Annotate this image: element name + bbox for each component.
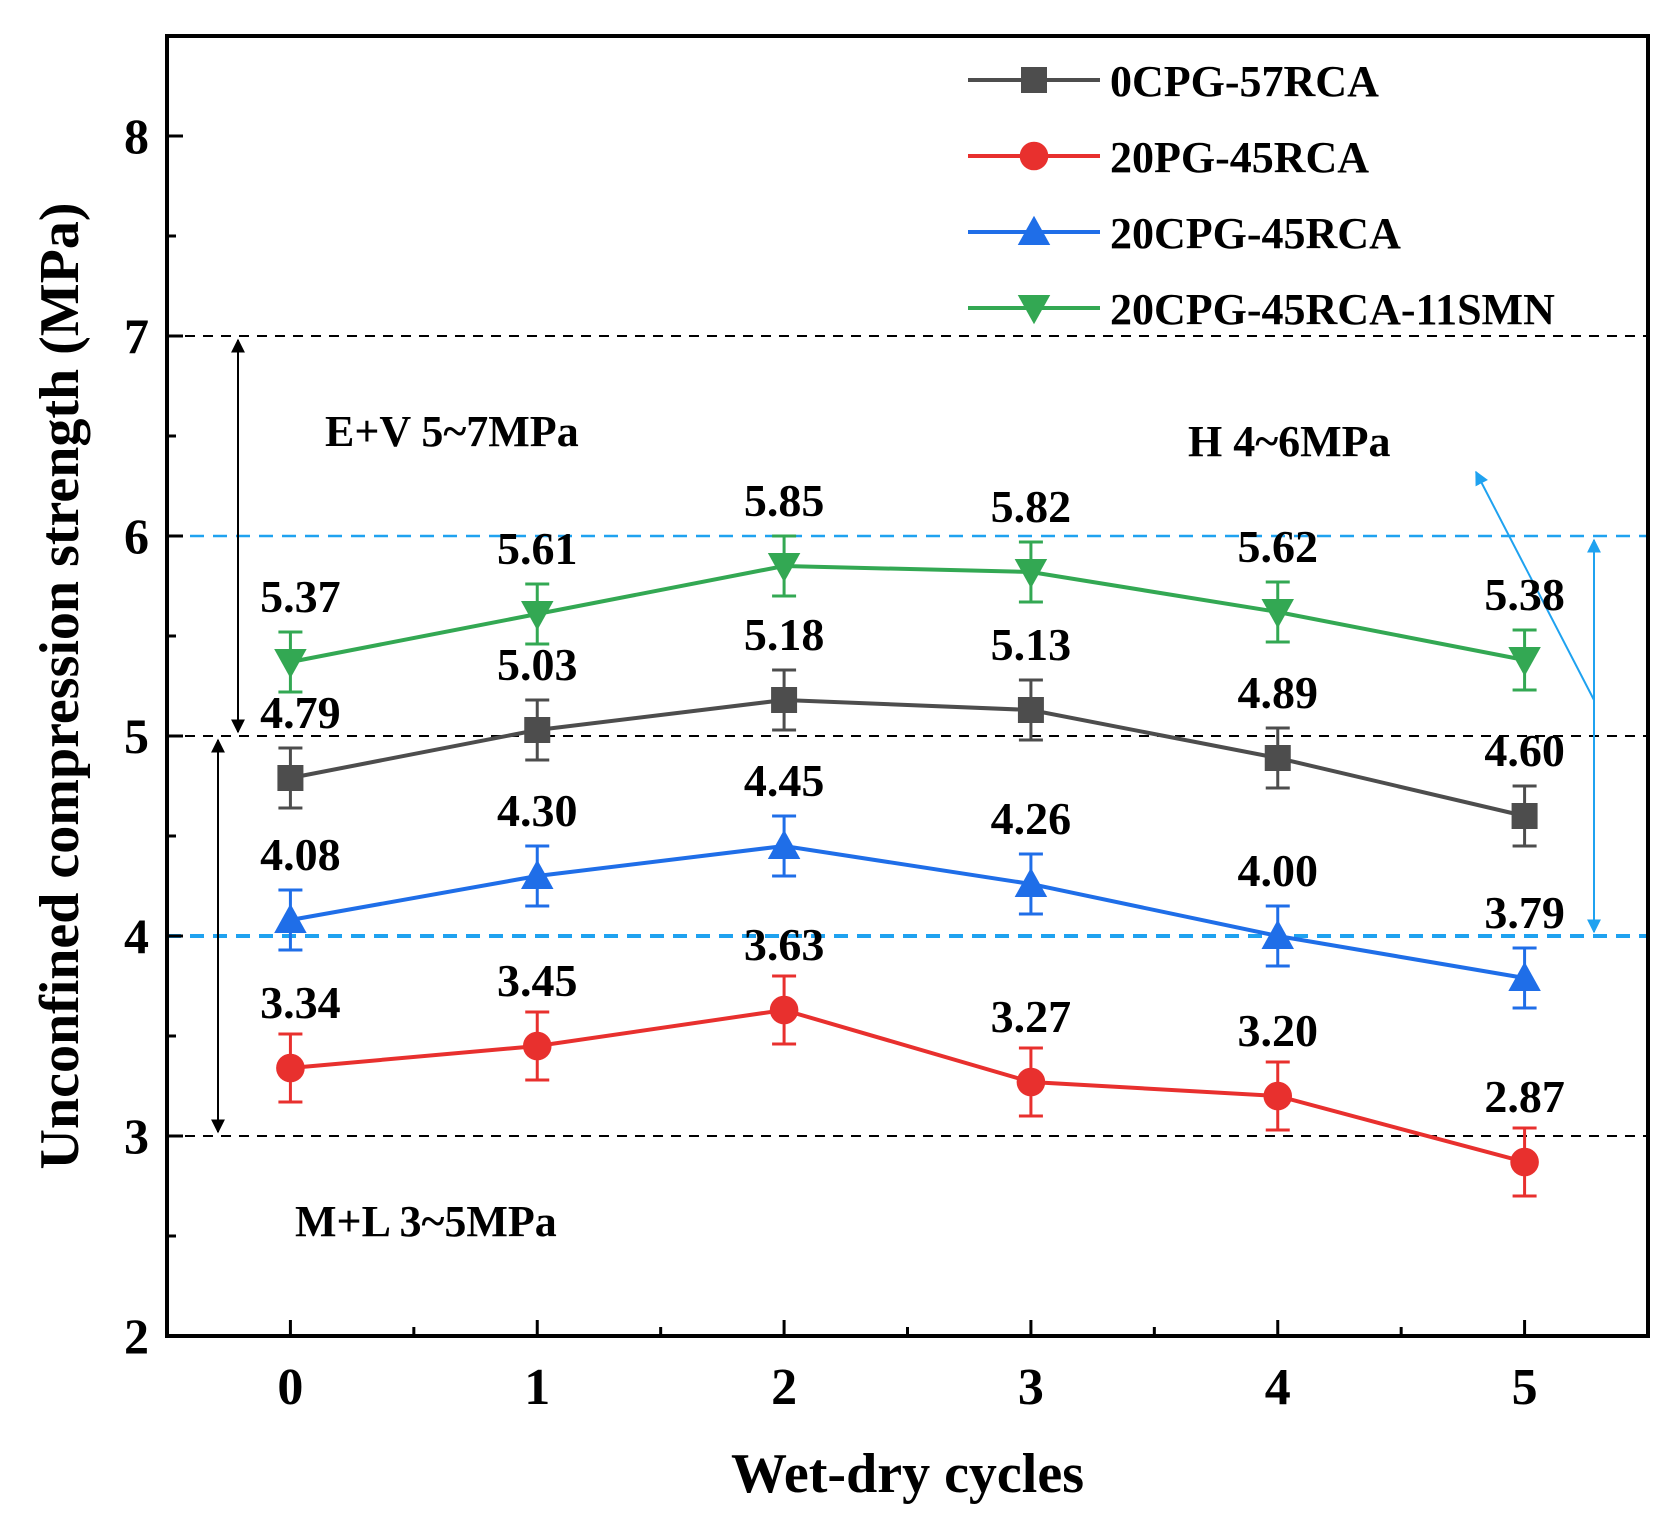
data-point-2-4 bbox=[1261, 919, 1294, 949]
data-labels: 4.79 5.03 5.18 5.13 4.89 4.60 3.34 3.45 3.63 3.27… bbox=[260, 475, 1565, 1122]
data-point-0-2 bbox=[771, 687, 798, 713]
y-tick-label-5: 5 bbox=[124, 708, 149, 764]
data-label-2-5: 3.79 bbox=[1484, 887, 1565, 938]
data-label-0-5: 4.60 bbox=[1484, 725, 1565, 776]
series-0 bbox=[277, 668, 1538, 848]
x-tick-label-3: 3 bbox=[1018, 1359, 1044, 1416]
data-label-1-4: 3.20 bbox=[1238, 1005, 1319, 1056]
data-label-3-2: 5.85 bbox=[744, 475, 825, 526]
data-point-2-5 bbox=[1508, 961, 1541, 991]
series-line-3 bbox=[290, 563, 1525, 664]
legend-label-0: 0CPG-57RCA bbox=[1110, 57, 1379, 106]
data-point-1-5 bbox=[1510, 1147, 1539, 1177]
data-label-3-3: 5.82 bbox=[991, 481, 1072, 532]
data-point-0-0 bbox=[277, 765, 304, 791]
data-label-3-4: 5.62 bbox=[1238, 521, 1319, 572]
range-pointer-h bbox=[1475, 470, 1595, 701]
data-label-2-1: 4.30 bbox=[497, 785, 578, 836]
data-point-3-3 bbox=[1014, 559, 1048, 589]
y-tick-label-2: 2 bbox=[124, 1308, 149, 1364]
data-point-2-3 bbox=[1014, 867, 1048, 897]
data-label-0-1: 5.03 bbox=[497, 639, 578, 690]
y-tick-label-8: 8 bbox=[124, 108, 149, 164]
series-line-1 bbox=[290, 1007, 1526, 1164]
series-layer bbox=[274, 534, 1541, 1198]
y-tick-label-4: 4 bbox=[124, 908, 149, 964]
data-label-2-3: 4.26 bbox=[991, 793, 1072, 844]
x-tick-label-1: 1 bbox=[524, 1359, 550, 1416]
axes: 2 3 4 5 6 7 8 0 1 2 3 4 5 bbox=[124, 108, 1650, 1416]
data-point-1-4 bbox=[1263, 1081, 1293, 1111]
data-point-3-2 bbox=[767, 553, 801, 583]
x-tick-label-0: 0 bbox=[277, 1359, 303, 1416]
data-point-1-0 bbox=[276, 1053, 305, 1083]
legend-marker-1 bbox=[1019, 141, 1049, 171]
data-point-1-1 bbox=[522, 1031, 552, 1061]
legend-label-3: 20CPG-45RCA-11SMN bbox=[1110, 285, 1555, 334]
data-label-1-3: 3.27 bbox=[991, 991, 1072, 1042]
data-label-0-2: 5.18 bbox=[744, 609, 825, 660]
legend-marker-2 bbox=[1017, 215, 1051, 245]
data-label-1-5: 2.87 bbox=[1484, 1071, 1565, 1122]
data-label-3-5: 5.38 bbox=[1484, 569, 1565, 620]
y-tick-label-6: 6 bbox=[124, 508, 149, 564]
x-axis-label: Wet-dry cycles bbox=[731, 1443, 1084, 1505]
series-3 bbox=[274, 534, 1541, 694]
range-label-ev: E+V 5~7MPa bbox=[325, 407, 579, 456]
data-point-0-1 bbox=[524, 717, 551, 743]
series-line-0 bbox=[290, 697, 1526, 818]
range-label-ml: M+L 3~5MPa bbox=[295, 1197, 557, 1246]
series-1 bbox=[276, 974, 1539, 1198]
range-annotations: E+V 5~7MPa M+L 3~5MPa H 4~6MPa bbox=[211, 338, 1601, 1246]
data-point-2-2 bbox=[767, 829, 801, 859]
data-label-3-0: 5.37 bbox=[260, 571, 341, 622]
data-point-3-5 bbox=[1508, 647, 1541, 677]
data-point-0-4 bbox=[1264, 745, 1291, 771]
legend-label-2: 20CPG-45RCA bbox=[1110, 209, 1401, 258]
series-2 bbox=[274, 814, 1541, 1010]
data-point-1-2 bbox=[769, 995, 799, 1025]
reference-lines bbox=[167, 335, 1648, 1137]
legend-marker-0 bbox=[1021, 67, 1047, 93]
data-label-3-1: 5.61 bbox=[497, 523, 578, 574]
y-axis-label: Unconfined compression strength (MPa) bbox=[29, 202, 91, 1169]
data-point-0-5 bbox=[1511, 803, 1538, 829]
legend-marker-3 bbox=[1017, 295, 1051, 325]
data-label-0-0: 4.79 bbox=[260, 687, 341, 738]
data-label-2-2: 4.45 bbox=[744, 755, 825, 806]
data-label-2-0: 4.08 bbox=[260, 829, 341, 880]
data-point-2-1 bbox=[521, 859, 554, 889]
legend-label-1: 20PG-45RCA bbox=[1110, 133, 1369, 182]
x-tick-label-5: 5 bbox=[1512, 1359, 1538, 1416]
data-point-0-3 bbox=[1017, 697, 1044, 723]
data-label-2-4: 4.00 bbox=[1238, 845, 1319, 896]
data-label-0-4: 4.89 bbox=[1238, 667, 1319, 718]
data-label-1-1: 3.45 bbox=[497, 955, 578, 1006]
data-point-3-4 bbox=[1261, 599, 1294, 629]
data-label-1-2: 3.63 bbox=[744, 919, 825, 970]
x-tick-label-4: 4 bbox=[1265, 1359, 1291, 1416]
data-point-1-3 bbox=[1016, 1067, 1046, 1097]
range-label-h: H 4~6MPa bbox=[1188, 417, 1391, 466]
y-tick-label-3: 3 bbox=[124, 1108, 149, 1164]
data-point-3-0 bbox=[274, 649, 307, 679]
legend: 0CPG-57RCA 20PG-45RCA 20CPG-45RCA 20CPG-45R… bbox=[968, 57, 1555, 334]
x-tick-label-2: 2 bbox=[771, 1359, 797, 1416]
plot-frame bbox=[165, 34, 1650, 1338]
data-point-2-0 bbox=[274, 903, 307, 933]
data-point-3-1 bbox=[521, 601, 554, 631]
y-tick-label-7: 7 bbox=[124, 308, 149, 364]
data-label-0-3: 5.13 bbox=[991, 619, 1072, 670]
series-line-2 bbox=[290, 843, 1525, 980]
data-label-1-0: 3.34 bbox=[260, 977, 341, 1028]
